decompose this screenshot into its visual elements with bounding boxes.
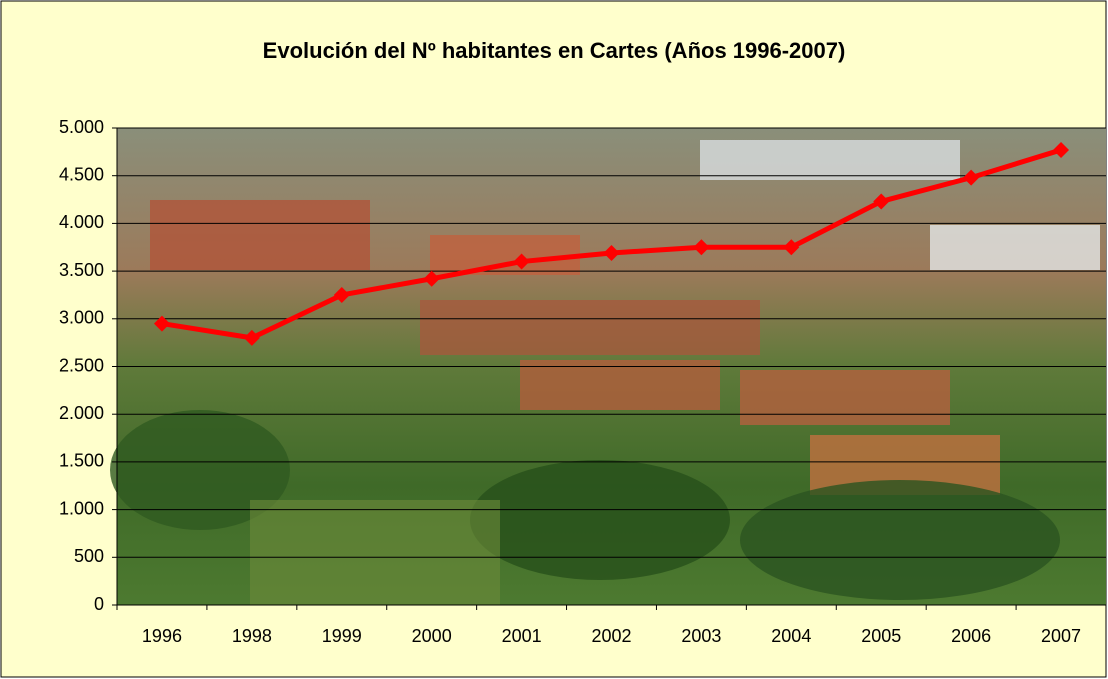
x-tick-label: 2005 xyxy=(861,626,901,646)
x-tick-label: 2007 xyxy=(1041,626,1081,646)
y-tick-label: 3.500 xyxy=(59,260,104,280)
y-tick-label: 3.000 xyxy=(59,308,104,328)
y-tick-label: 2.500 xyxy=(59,355,104,375)
y-tick-label: 1.500 xyxy=(59,451,104,471)
y-tick-label: 0 xyxy=(94,594,104,614)
x-tick-label: 1998 xyxy=(232,626,272,646)
x-tick-label: 2006 xyxy=(951,626,991,646)
y-tick-label: 500 xyxy=(74,546,104,566)
y-tick-label: 5.000 xyxy=(59,117,104,137)
x-tick-label: 2002 xyxy=(591,626,631,646)
chart-title: Evolución del Nº habitantes en Cartes (A… xyxy=(263,38,846,63)
y-tick-label: 1.000 xyxy=(59,498,104,518)
chart: Evolución del Nº habitantes en Cartes (A… xyxy=(0,0,1108,679)
y-tick-label: 2.000 xyxy=(59,403,104,423)
x-tick-label: 2004 xyxy=(771,626,811,646)
x-tick-label: 1999 xyxy=(322,626,362,646)
x-tick-label: 2000 xyxy=(412,626,452,646)
x-tick-label: 1996 xyxy=(142,626,182,646)
y-tick-label: 4.000 xyxy=(59,212,104,232)
x-tick-label: 2003 xyxy=(681,626,721,646)
x-tick-label: 2001 xyxy=(502,626,542,646)
y-tick-label: 4.500 xyxy=(59,164,104,184)
